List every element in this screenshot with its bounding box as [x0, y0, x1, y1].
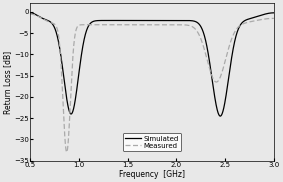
Measured	[28, 13, 32, 15]
Simulated	[218, 115, 222, 117]
X-axis label: Frequency  [GHz]: Frequency [GHz]	[119, 169, 185, 179]
Simulated	[28, 12, 32, 14]
Line: Simulated: Simulated	[30, 13, 274, 116]
Measured	[220, 71, 224, 73]
Simulated	[41, 17, 44, 19]
Measured	[265, 18, 269, 20]
Measured	[265, 18, 269, 20]
Simulated	[265, 13, 269, 15]
Y-axis label: Return Loss [dB]: Return Loss [dB]	[3, 51, 12, 114]
Simulated	[265, 13, 269, 15]
Simulated	[140, 19, 144, 22]
Measured	[65, 151, 68, 153]
Measured	[41, 18, 44, 20]
Measured	[272, 17, 276, 19]
Simulated	[272, 12, 276, 14]
Simulated	[147, 19, 150, 22]
Measured	[141, 24, 144, 26]
Simulated	[220, 112, 224, 115]
Line: Measured: Measured	[30, 14, 274, 152]
Measured	[147, 24, 151, 26]
Legend: Simulated, Measured: Simulated, Measured	[123, 133, 181, 151]
